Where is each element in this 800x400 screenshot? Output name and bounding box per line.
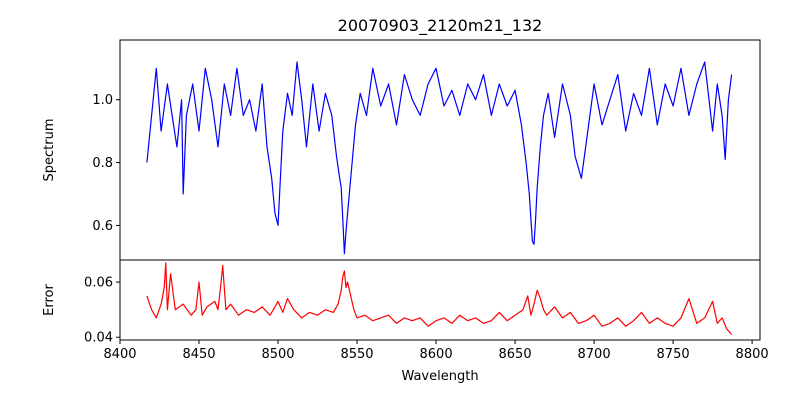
error-y-ticks: 0.04 0.06 <box>84 276 120 346</box>
error-panel: 0.04 0.06 Error <box>42 259 761 346</box>
x-tick-label: 8400 <box>103 347 136 362</box>
x-axis-ticks: 8400 8450 8500 8550 8600 8650 8700 8750 8800 <box>103 340 769 362</box>
spectrum-y-ticks: 0.6 0.8 1.0 <box>92 93 120 234</box>
x-tick-label: 8700 <box>578 347 611 362</box>
error-series-line <box>146 262 733 335</box>
x-tick-label: 8800 <box>736 347 769 362</box>
chart-title: 20070903_2120m21_132 <box>338 16 543 36</box>
x-tick-label: 8600 <box>420 347 453 362</box>
spectrum-y-axis-label: Spectrum <box>42 119 57 182</box>
x-tick-label: 8550 <box>340 347 373 362</box>
x-tick-label: 8750 <box>657 347 690 362</box>
error-y-axis-label: Error <box>42 284 57 316</box>
spectrum-panel: 0.6 0.8 1.0 Spectrum <box>42 39 761 261</box>
x-tick-label: 8650 <box>499 347 532 362</box>
spectrum-series-line <box>146 61 733 255</box>
x-tick-label: 8500 <box>261 347 294 362</box>
spectrum-y-tick-label: 0.6 <box>92 219 113 234</box>
error-axes-frame <box>119 259 761 341</box>
x-axis-label: Wavelength <box>401 369 478 384</box>
error-y-tick-label: 0.04 <box>84 331 113 346</box>
spectrum-y-tick-label: 0.8 <box>92 156 113 171</box>
error-y-tick-label: 0.06 <box>84 276 113 291</box>
spectrum-y-tick-label: 1.0 <box>92 93 113 108</box>
x-tick-label: 8450 <box>182 347 215 362</box>
